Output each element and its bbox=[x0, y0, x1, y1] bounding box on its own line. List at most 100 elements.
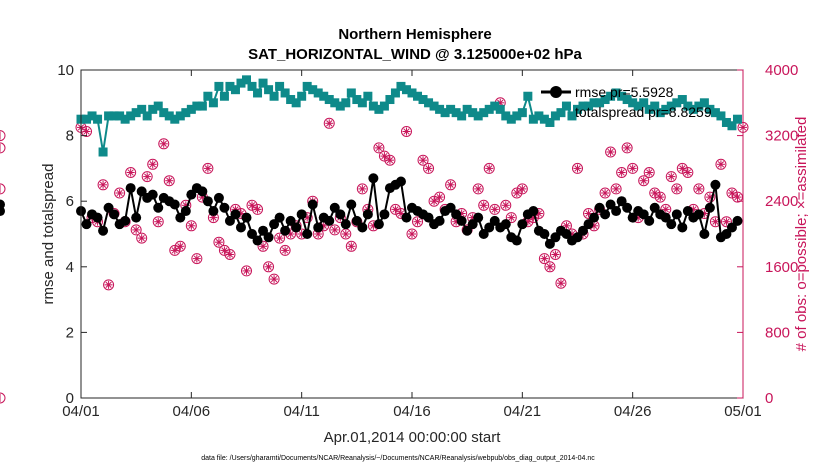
obs-possible-point bbox=[445, 179, 457, 191]
rmse-point bbox=[578, 225, 589, 236]
rmse-point bbox=[456, 215, 467, 226]
legend-totalspread-label: totalspread pr=8.8259 bbox=[575, 104, 712, 120]
totalspread-point bbox=[418, 95, 428, 105]
totalspread-point bbox=[694, 101, 704, 111]
obs-assimilated-point bbox=[209, 213, 218, 222]
obs-star-stroke bbox=[166, 177, 173, 184]
rmse-point bbox=[136, 186, 147, 197]
rmse-point bbox=[423, 212, 434, 223]
totalspread-point bbox=[115, 111, 125, 121]
obs-possible-point bbox=[643, 167, 655, 178]
y-axis-label: rmse and totalspread bbox=[40, 164, 57, 305]
obs-star-stroke bbox=[221, 247, 228, 254]
y-tick-label: 8 bbox=[66, 128, 74, 145]
rmse-point bbox=[362, 209, 373, 220]
obs-possible-point bbox=[147, 158, 159, 170]
obs-star-stroke bbox=[287, 230, 294, 238]
obs-star-stroke bbox=[601, 189, 609, 197]
x-tick-label: 04/01 bbox=[62, 403, 100, 420]
rmse-point bbox=[120, 215, 131, 226]
obs-star-stroke bbox=[160, 140, 167, 147]
obs-star-stroke bbox=[557, 280, 565, 287]
obs-star-stroke bbox=[243, 267, 250, 275]
totalspread-series bbox=[76, 75, 742, 157]
obs-possible-point bbox=[726, 187, 738, 199]
totalspread-point bbox=[186, 104, 196, 114]
obs-possible-point bbox=[114, 187, 126, 199]
totalspread-point bbox=[401, 85, 411, 95]
y-axis-right: 0 800 1600 2400 3200 4000 bbox=[737, 62, 798, 407]
rmse-point bbox=[517, 219, 528, 230]
rmse-point bbox=[219, 202, 230, 213]
rmse-point bbox=[180, 206, 191, 217]
obs-possible-point bbox=[671, 183, 683, 195]
obs-assimilated-point bbox=[628, 164, 637, 173]
obs-star-stroke bbox=[684, 169, 691, 176]
totalspread-point bbox=[462, 104, 472, 114]
rmse-point bbox=[224, 215, 235, 226]
totalspread-point bbox=[628, 98, 638, 108]
totalspread-point bbox=[363, 91, 373, 101]
obs-possible-point bbox=[218, 244, 230, 256]
obs-star-stroke bbox=[403, 128, 410, 135]
rmse-point bbox=[622, 202, 633, 213]
totalspread-point bbox=[280, 88, 290, 98]
obs-assimilated-point bbox=[159, 139, 168, 148]
rmse-point bbox=[329, 202, 340, 213]
totalspread-point bbox=[666, 101, 676, 111]
obs-possible-point bbox=[599, 187, 611, 199]
obs-possible-point bbox=[174, 240, 186, 252]
obs-possible-point bbox=[654, 191, 666, 203]
totalspread-point bbox=[175, 111, 185, 121]
obs-star-stroke bbox=[381, 152, 388, 160]
totalspread-point bbox=[368, 101, 378, 111]
obs-star-stroke bbox=[204, 165, 212, 172]
obs-star-stroke bbox=[149, 161, 156, 168]
obs-assimilated-point bbox=[556, 279, 565, 288]
rmse-point bbox=[600, 209, 611, 220]
rmse-point bbox=[291, 222, 302, 233]
obs-possible-point bbox=[605, 146, 617, 158]
rmse-point bbox=[677, 222, 688, 233]
x-tick-label: 04/21 bbox=[504, 403, 542, 420]
obs-star-stroke bbox=[552, 251, 559, 258]
obs-possible-point bbox=[263, 261, 275, 273]
totalspread-point bbox=[595, 98, 605, 108]
data-file-footnote: data file: /Users/gharamti/Documents/NCA… bbox=[201, 455, 595, 462]
obs-star-stroke bbox=[585, 210, 592, 217]
obs-star-stroke bbox=[436, 193, 443, 201]
obs-star-stroke bbox=[668, 173, 675, 180]
rmse-point bbox=[109, 209, 120, 220]
obs-assimilated-point bbox=[192, 254, 201, 263]
rmse-point bbox=[197, 186, 208, 197]
obs-assimilated-point bbox=[501, 201, 510, 210]
obs-star-stroke bbox=[331, 226, 338, 234]
rmse-point bbox=[478, 229, 489, 239]
obs-possible-point bbox=[693, 183, 705, 195]
obs-star-stroke bbox=[359, 185, 366, 193]
obs-star-stroke bbox=[425, 165, 432, 172]
obs-assimilated-point bbox=[126, 168, 135, 177]
y-tick-label: 6 bbox=[66, 193, 74, 210]
obs-star-stroke bbox=[651, 189, 658, 197]
totalspread-point bbox=[236, 78, 246, 88]
obs-star-stroke bbox=[673, 185, 680, 193]
obs-possible-point bbox=[428, 195, 440, 207]
obs-assimilated-point bbox=[612, 184, 621, 193]
obs-star-stroke bbox=[734, 193, 741, 201]
obs-possible-point bbox=[169, 244, 181, 256]
obs-assimilated-point bbox=[408, 230, 416, 238]
rmse-point bbox=[616, 196, 627, 207]
obs-assimilated-point bbox=[474, 184, 483, 193]
obs-assimilated-point bbox=[154, 217, 163, 226]
totalspread-point bbox=[297, 91, 307, 101]
obs-assimilated-point bbox=[148, 160, 157, 169]
rmse-point bbox=[666, 219, 677, 230]
rmse-point bbox=[247, 229, 258, 239]
obs-possible-point bbox=[627, 162, 639, 174]
totalspread-point bbox=[390, 88, 400, 98]
obs-possible-point bbox=[241, 265, 252, 277]
rmse-point bbox=[638, 209, 649, 220]
totalspread-point bbox=[606, 91, 616, 101]
